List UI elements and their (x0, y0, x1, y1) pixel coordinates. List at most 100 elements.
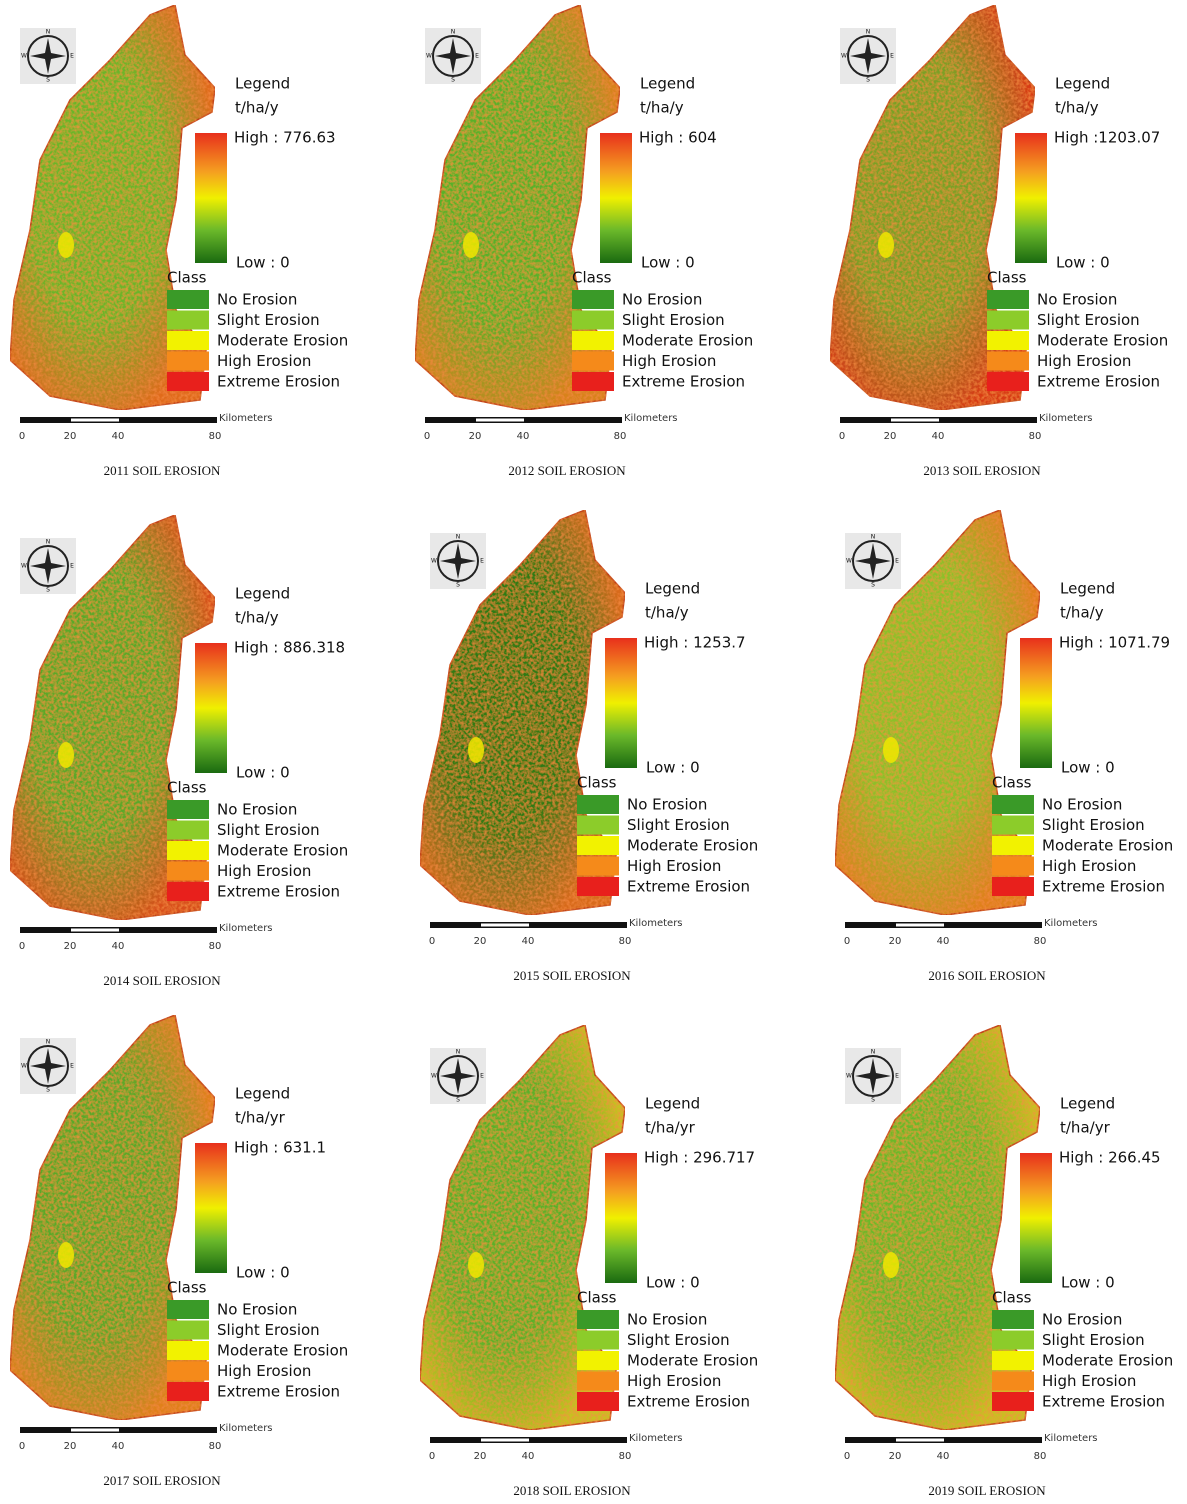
class-swatch (577, 1310, 619, 1329)
scale-tick: 0 (844, 936, 850, 947)
class-label: Extreme Erosion (217, 373, 340, 391)
compass-letter: E (890, 53, 894, 60)
scale-tick: 20 (64, 941, 77, 952)
compass-letter: E (70, 1063, 74, 1070)
color-ramp (195, 643, 227, 773)
legend-title: Legend (1060, 1095, 1115, 1113)
class-title: Class (167, 1279, 207, 1297)
caption: 2019 SOIL EROSION (928, 1483, 1046, 1498)
color-ramp (605, 638, 637, 768)
compass-letter: N (866, 29, 871, 36)
scale-bar-white (476, 419, 524, 422)
class-label: Slight Erosion (217, 1321, 320, 1339)
caption: 2013 SOIL EROSION (923, 463, 1041, 478)
high-label: High : 604 (639, 129, 717, 147)
high-label: High : 266.45 (1059, 1149, 1161, 1167)
scale-tick: 20 (884, 431, 897, 442)
caption: 2016 SOIL EROSION (928, 968, 1046, 983)
color-ramp (195, 1143, 227, 1273)
scale-bar-white (896, 924, 944, 927)
scale-tick: 0 (19, 1441, 25, 1452)
compass-letter: S (46, 587, 50, 594)
scale-tick: 80 (1034, 1451, 1047, 1462)
compass-letter: E (480, 558, 484, 565)
class-label: No Erosion (622, 291, 702, 309)
class-swatch (992, 836, 1034, 855)
compass-letter: E (480, 1073, 484, 1080)
scale-tick: 80 (209, 941, 222, 952)
scale-unit: Kilometers (219, 923, 273, 934)
class-label: Slight Erosion (1037, 311, 1140, 329)
class-label: Slight Erosion (627, 1331, 730, 1349)
class-swatch (167, 800, 209, 819)
scale-bar-white (481, 1439, 529, 1442)
compass-letter: W (841, 53, 847, 60)
high-label: High : 886.318 (234, 639, 345, 657)
scale-bar-white (71, 929, 119, 932)
legend-unit: t/ha/y (1055, 99, 1099, 117)
scale-tick: 40 (937, 936, 950, 947)
low-label: Low : 0 (1061, 759, 1115, 777)
scale-tick: 40 (112, 1441, 125, 1452)
compass-letter: E (895, 558, 899, 565)
compass-letter: N (46, 1039, 51, 1046)
compass-letter: E (895, 1073, 899, 1080)
class-swatch (167, 1300, 209, 1319)
class-swatch (167, 841, 209, 860)
class-swatch (577, 816, 619, 835)
class-swatch (992, 877, 1034, 896)
class-label: High Erosion (217, 1362, 311, 1380)
scale-tick: 0 (429, 936, 435, 947)
scale-tick: 0 (19, 431, 25, 442)
scale-tick: 40 (517, 431, 530, 442)
legend-title: Legend (1055, 75, 1110, 93)
class-swatch (572, 311, 614, 330)
class-swatch (167, 331, 209, 350)
class-label: Extreme Erosion (622, 373, 745, 391)
scale-tick: 40 (932, 431, 945, 442)
scale-unit: Kilometers (1044, 918, 1098, 929)
class-label: Extreme Erosion (1042, 878, 1165, 896)
moderate-patch (58, 1242, 74, 1268)
scale-tick: 80 (1034, 936, 1047, 947)
scale-tick: 80 (209, 1441, 222, 1452)
class-swatch (577, 857, 619, 876)
scale-bar-white (71, 1429, 119, 1432)
class-label: Moderate Erosion (627, 837, 758, 855)
compass-letter: S (871, 582, 875, 589)
class-label: No Erosion (627, 1311, 707, 1329)
moderate-patch (883, 1252, 899, 1278)
class-swatch (572, 290, 614, 309)
class-label: Extreme Erosion (1037, 373, 1160, 391)
caption: 2018 SOIL EROSION (513, 1483, 631, 1498)
class-swatch (167, 1362, 209, 1381)
scale-tick: 20 (889, 1451, 902, 1462)
class-label: High Erosion (217, 352, 311, 370)
class-swatch (167, 1382, 209, 1401)
scale-unit: Kilometers (1039, 413, 1093, 424)
class-label: Moderate Erosion (627, 1352, 758, 1370)
scale-bar-white (71, 419, 119, 422)
class-swatch (577, 1331, 619, 1350)
compass-letter: N (46, 29, 51, 36)
class-swatch (577, 1392, 619, 1411)
compass-letter: N (46, 539, 51, 546)
class-swatch (987, 331, 1029, 350)
map-panel: NESWLegendt/ha/yHigh : 604Low : 0ClassNo… (415, 5, 753, 478)
class-swatch (992, 816, 1034, 835)
scale-tick: 0 (424, 431, 430, 442)
class-label: Moderate Erosion (217, 1342, 348, 1360)
legend-unit: t/ha/y (640, 99, 684, 117)
class-swatch (987, 290, 1029, 309)
class-label: Slight Erosion (217, 311, 320, 329)
low-label: Low : 0 (641, 254, 695, 272)
compass-letter: W (21, 1063, 27, 1070)
legend-unit: t/ha/y (1060, 604, 1104, 622)
class-label: High Erosion (1042, 857, 1136, 875)
class-label: High Erosion (627, 1372, 721, 1390)
scale-bar-white (481, 924, 529, 927)
compass-letter: W (846, 558, 852, 565)
compass-letter: W (21, 563, 27, 570)
